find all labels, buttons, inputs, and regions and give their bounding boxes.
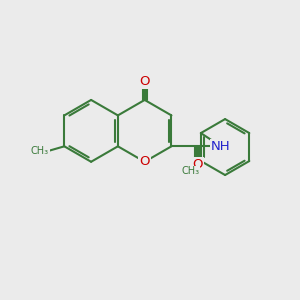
Text: CH₃: CH₃ bbox=[182, 166, 200, 176]
Text: O: O bbox=[140, 75, 150, 88]
Text: O: O bbox=[192, 158, 202, 171]
Text: NH: NH bbox=[211, 140, 231, 153]
Text: O: O bbox=[140, 155, 150, 168]
Text: CH₃: CH₃ bbox=[31, 146, 49, 156]
